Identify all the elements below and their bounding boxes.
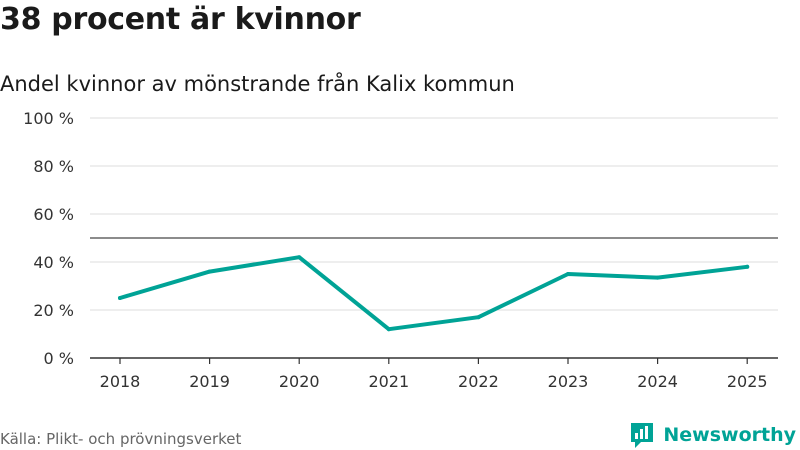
data-point [745,264,750,269]
y-tick-label: 80 % [33,157,74,176]
data-point [566,272,570,276]
newsworthy-logo-icon [631,423,654,448]
chart-subtitle: Andel kvinnor av mönstrande från Kalix k… [0,72,515,96]
y-tick-label: 40 % [33,253,74,272]
y-tick-label: 0 % [44,349,74,368]
y-tick-label: 100 % [23,109,74,128]
brand-name: Newsworthy [663,424,796,446]
series-line [118,255,750,332]
source-note: Källa: Plikt- och prövningsverket [0,430,242,448]
y-tick-label: 20 % [33,301,74,320]
x-tick-label: 2024 [637,372,678,391]
data-point [655,275,660,280]
x-tick-label: 2018 [100,372,141,391]
data-point [297,255,302,260]
data-point [386,327,391,332]
y-tick-label: 60 % [33,205,74,224]
x-tick-label: 2020 [279,372,320,391]
chart-title: 38 procent är kvinnor [0,2,361,37]
x-tick-label: 2021 [368,372,409,391]
x-tick-label: 2025 [727,372,768,391]
x-tick-label: 2019 [189,372,230,391]
x-tick-label: 2022 [458,372,499,391]
data-point [476,315,481,320]
data-point [207,269,212,274]
x-tick-label: 2023 [548,372,589,391]
brand-logo[interactable]: Newsworthy [629,421,796,449]
data-point [118,296,122,300]
